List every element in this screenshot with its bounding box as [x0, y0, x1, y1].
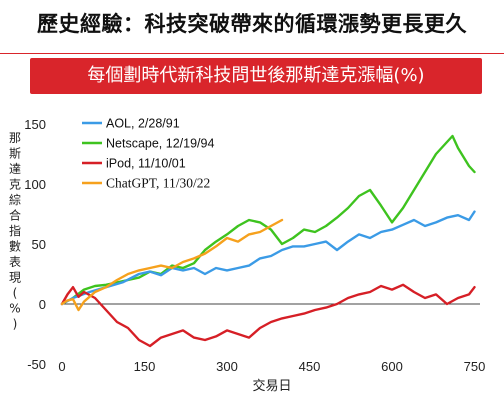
y-label-char: 達: [9, 162, 21, 176]
legend-entry: iPod, 11/10/01: [106, 157, 186, 171]
subtitle-banner: [30, 58, 482, 94]
y-label-char: 表: [9, 255, 21, 269]
y-label-char: %: [9, 302, 20, 316]
x-tick-label: 150: [134, 359, 156, 374]
y-tick-label: 100: [24, 177, 46, 192]
x-axis-label: 交易日: [252, 378, 291, 393]
y-axis: -50 0 50 100 150: [24, 117, 480, 372]
y-tick-label: -50: [27, 357, 46, 372]
x-tick-label: 750: [464, 359, 486, 374]
y-label-char: 合: [9, 208, 21, 223]
y-label-char: (: [13, 286, 18, 300]
chart-title: 歷史經驗：科技突破帶來的循環漲勢更長更久: [37, 12, 467, 36]
y-label-char: 綜: [9, 193, 21, 207]
chart-subtitle: 每個劃時代新科技問世後那斯達克漲幅(%): [87, 65, 425, 86]
x-tick-label: 450: [299, 359, 321, 374]
legend-entry: AOL, 2/28/91: [106, 117, 180, 131]
legend-entry: ChatGPT, 11/30/22: [106, 176, 210, 191]
banner-rule: [0, 53, 504, 54]
y-label-char: 指: [9, 223, 21, 238]
series-line: [60, 218, 284, 312]
legend-entry: Netscape, 12/19/94: [106, 137, 214, 151]
x-tick-label: 300: [216, 359, 238, 374]
y-label-char: 那: [9, 131, 21, 145]
x-axis: 0 150 300 450 600 750: [58, 359, 485, 374]
series-line: [60, 283, 476, 348]
series-group: [60, 134, 476, 348]
y-label-char: 斯: [9, 147, 21, 161]
x-tick-label: 600: [381, 359, 403, 374]
series-line: [60, 210, 476, 306]
y-tick-label: 50: [32, 237, 46, 252]
x-tick-label: 0: [58, 359, 65, 374]
legend: AOL, 2/28/91 Netscape, 12/19/94 iPod, 11/1…: [82, 117, 214, 191]
y-label-char: ): [13, 317, 18, 331]
y-tick-label: 0: [39, 297, 46, 312]
y-label-char: 數: [9, 240, 21, 254]
y-label-char: 現: [9, 271, 21, 285]
y-label-char: 克: [9, 178, 21, 192]
y-tick-label: 150: [24, 117, 46, 132]
series-line: [60, 134, 476, 306]
